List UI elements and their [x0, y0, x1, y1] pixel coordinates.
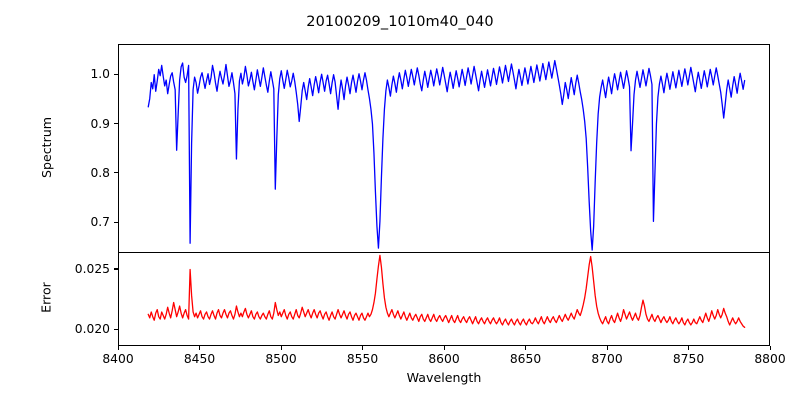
error-y-tick	[114, 268, 118, 270]
spectrum-y-tick-label: 1.0	[90, 67, 110, 82]
spectrum-line-chart	[119, 45, 769, 252]
error-y-axis-label: Error	[38, 282, 54, 313]
spectrum-y-axis-label: Spectrum	[38, 116, 54, 178]
x-axis-tick	[199, 346, 201, 350]
error-y-tick	[114, 328, 118, 330]
x-axis-tick	[606, 346, 608, 350]
spectrum-y-tick	[114, 172, 118, 174]
spectrum-y-tick-label: 0.9	[90, 116, 110, 131]
x-axis-tick-label: 8800	[754, 352, 786, 366]
error-y-tick-label: 0.020	[74, 322, 110, 337]
x-axis-label: Wavelength	[406, 370, 482, 385]
spectrum-y-tick-label: 0.7	[90, 215, 110, 230]
error-data-line	[148, 255, 744, 327]
x-axis-tick-label: 8750	[672, 352, 705, 366]
x-axis-tick-label: 8550	[346, 352, 379, 366]
x-axis-tick-label: 8650	[509, 352, 542, 366]
x-axis-tick	[117, 346, 119, 350]
x-axis-tick	[688, 346, 690, 350]
spectrum-y-tick-label: 0.8	[90, 165, 110, 180]
error-plot-area	[118, 252, 770, 346]
x-axis-tick-label: 8600	[428, 352, 460, 366]
x-axis-tick-label: 8400	[102, 352, 134, 366]
x-axis-tick	[525, 346, 527, 350]
spectrum-y-tick	[114, 221, 118, 223]
spectrum-y-tick	[114, 123, 118, 125]
spectrum-y-tick	[114, 73, 118, 76]
error-line-chart	[119, 253, 769, 345]
x-axis-tick-label: 8450	[183, 352, 216, 366]
error-y-tick-label: 0.025	[74, 261, 110, 276]
x-axis-tick	[443, 346, 445, 350]
x-axis-tick	[769, 346, 771, 350]
x-axis-tick-label: 8700	[591, 352, 623, 366]
spectrum-plot-area	[118, 44, 770, 253]
x-axis-tick	[362, 346, 364, 350]
x-axis-tick-label: 8500	[265, 352, 297, 366]
spectrum-data-line	[148, 61, 744, 250]
figure-title: 20100209_1010m40_040	[306, 14, 494, 30]
x-axis-tick	[280, 346, 282, 350]
